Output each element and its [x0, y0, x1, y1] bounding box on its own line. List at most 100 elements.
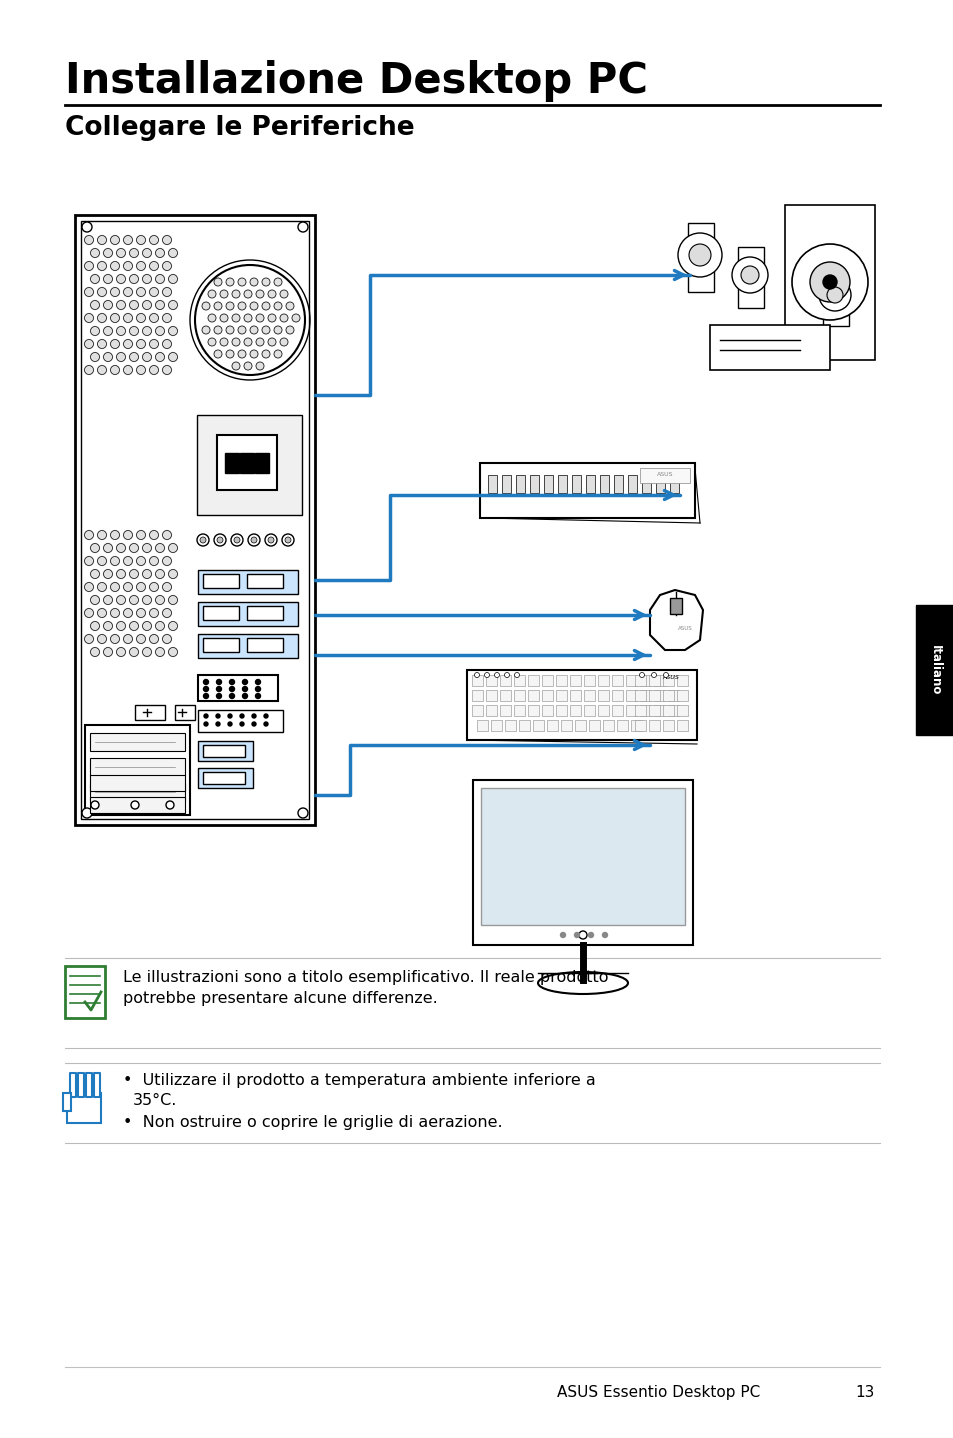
Bar: [614, 475, 622, 493]
Circle shape: [116, 595, 126, 604]
Circle shape: [602, 932, 607, 938]
Circle shape: [162, 313, 172, 322]
Bar: [639, 690, 650, 700]
Bar: [648, 674, 659, 686]
Bar: [86, 1073, 91, 1097]
Bar: [476, 720, 488, 731]
Bar: [247, 638, 283, 651]
Circle shape: [91, 275, 99, 283]
Circle shape: [162, 288, 172, 296]
Circle shape: [826, 288, 842, 303]
Circle shape: [136, 262, 146, 270]
Circle shape: [242, 686, 247, 692]
Bar: [602, 720, 614, 731]
Bar: [546, 720, 558, 731]
Circle shape: [252, 722, 255, 726]
Circle shape: [155, 621, 164, 630]
Polygon shape: [649, 590, 702, 650]
Bar: [667, 705, 679, 716]
Circle shape: [85, 262, 93, 270]
Circle shape: [91, 301, 99, 309]
Circle shape: [142, 275, 152, 283]
Circle shape: [97, 365, 107, 374]
Circle shape: [213, 302, 222, 311]
Bar: [677, 674, 687, 686]
Circle shape: [136, 288, 146, 296]
Circle shape: [97, 313, 107, 322]
Circle shape: [111, 262, 119, 270]
Circle shape: [220, 338, 228, 347]
Circle shape: [208, 290, 215, 298]
Circle shape: [155, 647, 164, 657]
Circle shape: [97, 531, 107, 539]
Bar: [90, 758, 185, 777]
Bar: [485, 674, 497, 686]
Circle shape: [474, 673, 479, 677]
Bar: [612, 690, 622, 700]
Circle shape: [268, 313, 275, 322]
Bar: [90, 775, 185, 791]
Bar: [583, 690, 595, 700]
Circle shape: [226, 302, 233, 311]
Bar: [583, 705, 595, 716]
Bar: [641, 475, 650, 493]
Circle shape: [255, 313, 264, 322]
Circle shape: [208, 313, 215, 322]
Circle shape: [274, 349, 282, 358]
Bar: [784, 206, 874, 360]
Circle shape: [123, 236, 132, 244]
Bar: [662, 705, 673, 716]
Circle shape: [97, 288, 107, 296]
Bar: [514, 705, 524, 716]
Text: Installazione Desktop PC: Installazione Desktop PC: [65, 60, 647, 102]
Circle shape: [97, 582, 107, 591]
Circle shape: [130, 301, 138, 309]
Circle shape: [226, 278, 233, 286]
Bar: [472, 674, 482, 686]
Circle shape: [255, 693, 260, 699]
Circle shape: [204, 722, 208, 726]
Circle shape: [226, 349, 233, 358]
Text: ASUS: ASUS: [661, 674, 679, 680]
Bar: [654, 690, 664, 700]
Bar: [203, 574, 239, 588]
Circle shape: [155, 275, 164, 283]
Circle shape: [237, 349, 246, 358]
Circle shape: [155, 544, 164, 552]
Circle shape: [150, 236, 158, 244]
Bar: [630, 720, 641, 731]
Circle shape: [97, 236, 107, 244]
Bar: [480, 788, 684, 925]
Circle shape: [240, 722, 244, 726]
Bar: [915, 605, 953, 735]
Circle shape: [82, 221, 91, 232]
Text: ASUS Essentio Desktop PC: ASUS Essentio Desktop PC: [557, 1385, 760, 1401]
Bar: [198, 741, 253, 761]
Circle shape: [150, 339, 158, 348]
Bar: [543, 475, 553, 493]
Bar: [247, 605, 283, 620]
Circle shape: [255, 338, 264, 347]
Circle shape: [230, 680, 234, 684]
Circle shape: [91, 352, 99, 361]
Circle shape: [169, 595, 177, 604]
Bar: [639, 674, 650, 686]
Circle shape: [103, 621, 112, 630]
Circle shape: [228, 715, 232, 718]
Circle shape: [286, 302, 294, 311]
Circle shape: [162, 262, 172, 270]
Circle shape: [136, 531, 146, 539]
Circle shape: [103, 249, 112, 257]
Circle shape: [822, 275, 836, 289]
Bar: [63, 1093, 71, 1112]
Circle shape: [231, 533, 243, 546]
Circle shape: [204, 715, 208, 718]
Bar: [598, 674, 608, 686]
Circle shape: [150, 365, 158, 374]
Bar: [501, 475, 511, 493]
Circle shape: [233, 536, 240, 544]
Circle shape: [200, 536, 206, 544]
Bar: [499, 690, 511, 700]
Circle shape: [116, 249, 126, 257]
Circle shape: [230, 693, 234, 699]
